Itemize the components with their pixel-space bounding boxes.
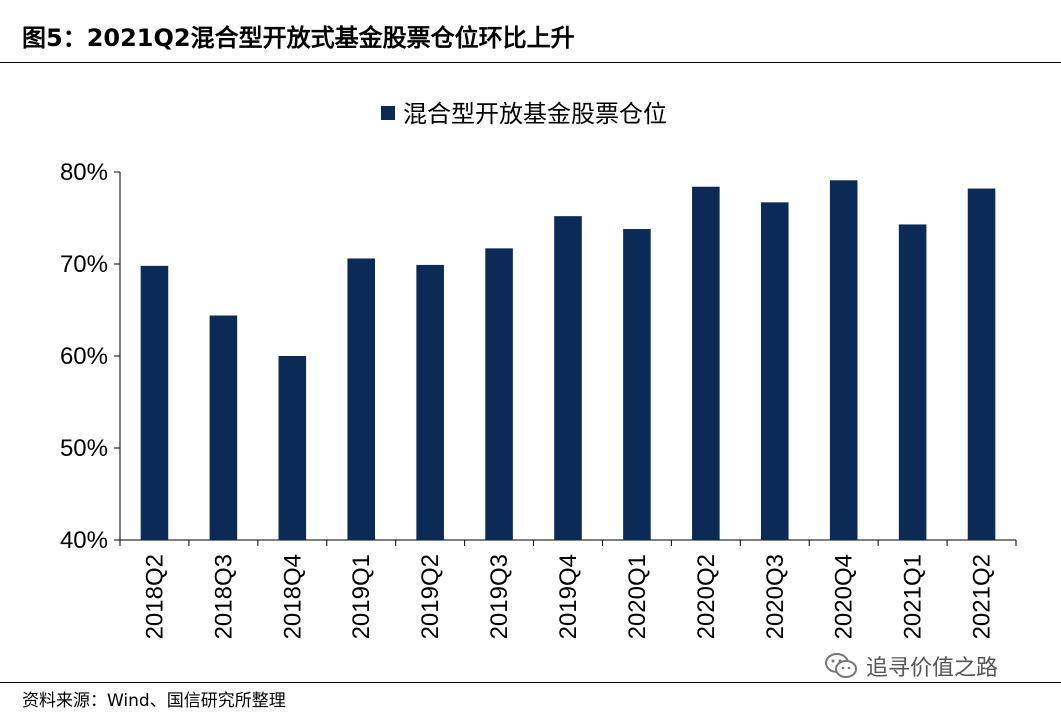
figure-title: 图5：2021Q2混合型开放式基金股票仓位环比上升 — [22, 24, 575, 52]
legend: 混合型开放基金股票仓位 — [381, 100, 667, 128]
bar — [278, 356, 307, 540]
bar-chart: 混合型开放基金股票仓位 40% 50% 60% 70% 80% 2018Q2 2018Q3… — [60, 100, 1017, 639]
x-tick-label: 2020Q4 — [831, 554, 858, 639]
source-note: 资料来源：Wind、国信研究所整理 — [22, 691, 286, 711]
bar — [416, 264, 444, 540]
x-tick-label: 2019Q1 — [348, 554, 375, 639]
x-tick-label: 2019Q4 — [555, 554, 582, 639]
watermark: 追寻价值之路 — [824, 650, 998, 682]
y-tick-label: 80% — [60, 159, 108, 186]
legend-label: 混合型开放基金股票仓位 — [403, 100, 667, 128]
bar — [347, 258, 376, 540]
x-tick-label: 2021Q1 — [900, 554, 927, 639]
watermark-text: 追寻价值之路 — [866, 656, 999, 681]
x-axis — [119, 539, 1017, 546]
bar — [760, 202, 789, 541]
bar — [485, 248, 513, 541]
x-tick-label: 2019Q2 — [417, 554, 444, 639]
legend-swatch — [381, 106, 395, 120]
bar — [692, 186, 720, 540]
bar — [898, 224, 927, 540]
bar — [209, 315, 238, 540]
bar — [140, 265, 169, 540]
footer-divider — [0, 682, 1061, 683]
bar — [829, 180, 858, 540]
x-tick-label: 2019Q3 — [486, 554, 513, 639]
x-tick-label: 2020Q2 — [693, 554, 720, 639]
x-tick-label: 2018Q4 — [279, 554, 306, 639]
y-tick-label: 60% — [60, 343, 108, 370]
y-axis: 40% 50% 60% 70% 80% — [60, 159, 121, 554]
title-divider — [0, 62, 1061, 63]
bar — [623, 229, 651, 541]
y-tick-label: 70% — [60, 251, 108, 278]
wechat-icon — [825, 653, 857, 678]
bar — [554, 216, 582, 540]
bars — [140, 180, 996, 541]
x-tick-label: 2021Q2 — [969, 554, 996, 639]
y-tick-label: 50% — [60, 435, 108, 462]
y-tick-label: 40% — [60, 527, 108, 554]
x-tick-label: 2020Q3 — [762, 554, 789, 639]
bar — [967, 188, 996, 540]
x-tick-label: 2018Q3 — [210, 554, 237, 639]
x-tick-label: 2018Q2 — [141, 554, 168, 639]
x-tick-label: 2020Q1 — [624, 554, 651, 639]
x-tick-labels: 2018Q2 2018Q3 2018Q4 2019Q1 2019Q2 2019Q3 2019… — [141, 554, 995, 639]
